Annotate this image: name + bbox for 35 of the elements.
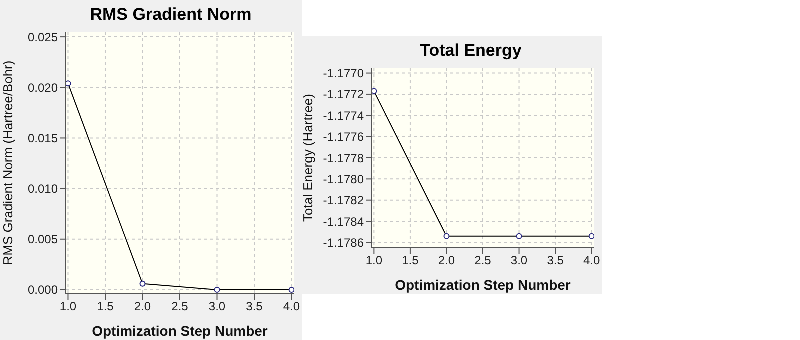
y-tick-label: -1.1778 [323,151,364,166]
x-tick-label: 4.0 [283,300,300,314]
x-tick-label: 1.5 [97,300,114,314]
y-tick-label: 0.015 [28,131,58,146]
y-tick-label: 0.000 [28,283,58,298]
x-tick-label: 1.5 [402,254,420,268]
y-tick-label: -1.1784 [323,214,364,229]
y-tick-label: -1.1780 [323,172,364,186]
y-tick-label: 0.010 [28,182,58,196]
y-tick-label: -1.1782 [323,194,364,208]
y-axis-title: Total Energy (Hartree) [300,94,316,222]
y-tick-label: -1.1786 [323,236,364,250]
x-tick-label: 2.5 [474,254,492,268]
y-tick-label: -1.1772 [323,88,364,102]
y-tick-label: -1.1770 [323,66,364,81]
y-tick-label: 0.005 [28,232,58,247]
x-tick-label: 3.0 [510,254,528,268]
x-tick-label: 1.0 [60,300,77,314]
chart-title: Total Energy [419,40,523,62]
x-tick-label: 3.0 [208,300,226,314]
x-tick-label: 2.5 [172,300,189,314]
x-axis-title: Optimization Step Number [395,277,572,293]
chart-title: RMS Gradient Norm [89,4,253,26]
x-tick-label: 3.5 [547,254,564,268]
x-tick-label: 2.0 [134,300,152,314]
x-tick-label: 3.5 [246,300,264,314]
y-axis-title: RMS Gradient Norm (Hartree/Bohr) [0,60,16,266]
y-tick-label: 0.025 [28,30,58,44]
x-tick-label: 2.0 [438,254,456,268]
y-tick-label: -1.1774 [323,108,364,123]
x-tick-label: 4.0 [583,254,600,268]
y-tick-label: 0.020 [28,80,58,95]
x-axis-title: Optimization Step Number [92,323,268,339]
x-tick-label: 1.0 [366,254,383,268]
y-tick-label: -1.1776 [323,130,364,144]
